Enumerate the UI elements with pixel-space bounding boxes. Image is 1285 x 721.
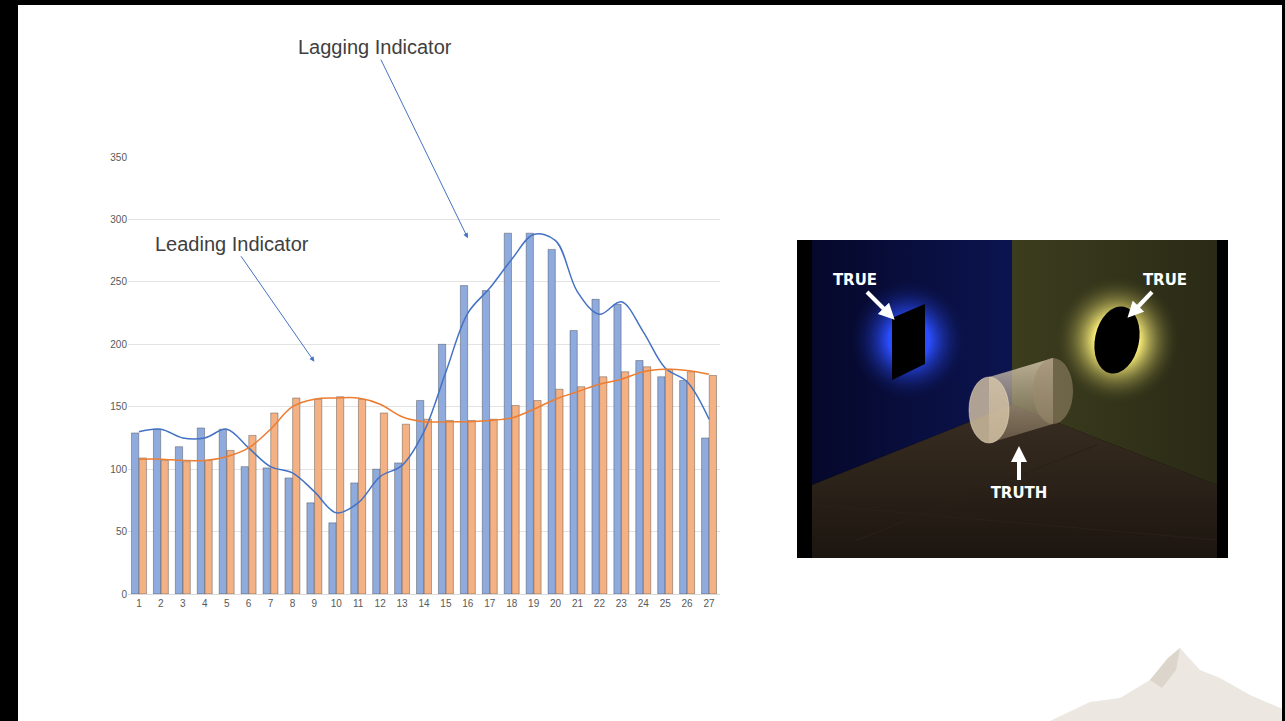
svg-text:10: 10 <box>331 598 343 609</box>
svg-text:24: 24 <box>638 598 650 609</box>
svg-text:9: 9 <box>312 598 318 609</box>
svg-text:350: 350 <box>110 152 127 163</box>
svg-text:8: 8 <box>290 598 296 609</box>
svg-text:Lagging Indicator: Lagging Indicator <box>298 36 452 58</box>
svg-text:16: 16 <box>462 598 474 609</box>
svg-text:17: 17 <box>484 598 496 609</box>
svg-text:27: 27 <box>703 598 715 609</box>
svg-text:7: 7 <box>268 598 274 609</box>
svg-text:20: 20 <box>550 598 562 609</box>
svg-text:TRUTH: TRUTH <box>991 484 1048 502</box>
svg-text:6: 6 <box>246 598 252 609</box>
svg-text:3: 3 <box>180 598 186 609</box>
svg-text:26: 26 <box>682 598 694 609</box>
svg-text:100: 100 <box>110 464 127 475</box>
svg-text:25: 25 <box>660 598 672 609</box>
svg-text:50: 50 <box>116 526 128 537</box>
svg-text:4: 4 <box>202 598 208 609</box>
svg-text:14: 14 <box>418 598 430 609</box>
svg-text:TRUE: TRUE <box>833 271 877 289</box>
svg-text:18: 18 <box>506 598 518 609</box>
svg-text:TRUE: TRUE <box>1143 271 1187 289</box>
svg-text:2: 2 <box>158 598 164 609</box>
svg-text:Leading Indicator: Leading Indicator <box>155 233 309 255</box>
svg-text:11: 11 <box>353 598 364 609</box>
svg-text:15: 15 <box>440 598 452 609</box>
svg-text:19: 19 <box>528 598 540 609</box>
svg-text:250: 250 <box>110 276 127 287</box>
svg-text:1: 1 <box>136 598 142 609</box>
svg-text:5: 5 <box>224 598 230 609</box>
svg-text:150: 150 <box>110 401 127 412</box>
svg-text:23: 23 <box>616 598 628 609</box>
svg-text:300: 300 <box>110 214 127 225</box>
svg-text:0: 0 <box>121 589 127 600</box>
svg-text:22: 22 <box>594 598 606 609</box>
svg-text:13: 13 <box>397 598 409 609</box>
svg-text:21: 21 <box>572 598 584 609</box>
svg-text:12: 12 <box>375 598 387 609</box>
svg-text:200: 200 <box>110 339 127 350</box>
